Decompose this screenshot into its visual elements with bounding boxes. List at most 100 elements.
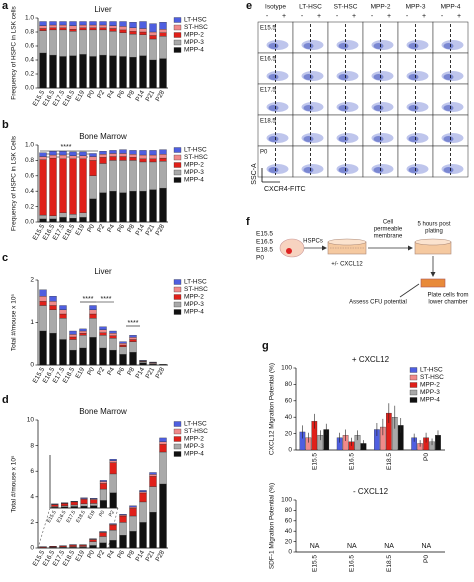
age-label: E18.5: [256, 247, 273, 254]
x-tick-label: P4: [106, 549, 116, 560]
bar-segment: [109, 529, 117, 541]
flow-density: [406, 133, 429, 143]
legend-label: LT-HSC: [184, 17, 207, 24]
bar-segment: [99, 27, 107, 31]
y-tick-label: 2: [30, 277, 34, 284]
bar-segment: [49, 332, 57, 366]
flow-cell: [292, 145, 329, 178]
flow-density: [443, 43, 454, 49]
bar-segment: [139, 28, 147, 33]
x-tick-label: P8: [126, 366, 136, 377]
bar-segment: [69, 217, 77, 223]
bar-segment: [69, 25, 77, 30]
sign: +: [317, 13, 321, 20]
bar-segment: [39, 156, 47, 160]
bar-segment: [149, 150, 157, 156]
bar-segment: [149, 161, 157, 190]
bar-segment: [159, 437, 167, 442]
bar-segment: [89, 541, 97, 546]
legend-label: MPP-2: [420, 382, 440, 389]
x-tick-label: E19: [74, 366, 86, 380]
step-label: +/- CXCL12: [331, 262, 363, 268]
panel-letter: d: [2, 394, 9, 406]
bar-segment: [99, 157, 107, 164]
bar-segment: [90, 505, 98, 509]
legend-label: MPP-3: [184, 169, 204, 176]
bar-segment: [109, 28, 117, 32]
transwell-top: [414, 238, 452, 246]
sign: +: [457, 13, 461, 20]
x-tick-label: P21: [144, 366, 156, 380]
bar-segment: [69, 151, 77, 156]
row-label: E17.5: [260, 88, 276, 94]
bar-segment: [109, 332, 117, 336]
bar-segment: [89, 545, 97, 549]
bar-segment: [159, 36, 167, 59]
bar-segment: [99, 192, 107, 223]
bar-segment: [49, 215, 57, 220]
bar-segment: [89, 24, 97, 28]
panel-letter: c: [2, 252, 8, 264]
legend-swatch: [173, 17, 182, 23]
bar-segment: [139, 161, 147, 192]
step-label: membrane: [374, 234, 403, 240]
bar-segment: [109, 160, 117, 192]
bar-segment: [119, 514, 127, 516]
bar-segment: [59, 313, 67, 319]
bar-segment: [129, 57, 137, 89]
column-label: Isotype: [265, 4, 286, 11]
bar-segment: [89, 27, 97, 31]
bar-segment: [99, 151, 107, 155]
y-tick-label: 0.8: [25, 157, 34, 164]
bar-segment: [109, 492, 117, 509]
legend-swatch: [409, 389, 418, 396]
bar-segment: [149, 158, 157, 163]
bar-segment: [89, 198, 97, 223]
bar-segment: [109, 153, 117, 157]
bar-segment: [89, 313, 97, 319]
x-tick-label: P14: [134, 89, 146, 103]
arrow-head: [322, 245, 327, 251]
legend-swatch: [409, 374, 418, 381]
legend-swatch: [173, 279, 182, 285]
flow-density: [338, 167, 349, 173]
flow-density: [301, 133, 324, 143]
flow-density: [301, 71, 324, 81]
y-axis-label: SDF-1 Migration Potential (%): [269, 483, 276, 569]
bar-segment: [99, 163, 107, 193]
legend-swatch: [173, 162, 182, 168]
bar-segment: [139, 191, 147, 223]
sign: +: [282, 13, 286, 20]
y-tick-label: 0: [30, 362, 34, 369]
y-axis-label: Frequency of HSPC in LSK Cells: [11, 135, 18, 231]
bar-segment: [39, 159, 47, 216]
bar-segment: [159, 22, 167, 30]
bar-segment: [139, 492, 147, 503]
flow-density: [406, 71, 429, 81]
flow-cell: [397, 145, 434, 178]
bar-segment: [79, 335, 87, 349]
bar-segment: [79, 29, 87, 55]
bar-segment: [119, 344, 127, 347]
bar-segment: [61, 503, 69, 506]
x-tick-label: P2: [108, 509, 116, 517]
sign: +: [387, 13, 391, 20]
legend-label: MPP-4: [184, 177, 204, 184]
legend-label: ST-HSC: [420, 374, 444, 381]
bar-segment: [109, 462, 117, 475]
bar-segment: [129, 157, 137, 161]
bar-segment: [79, 155, 87, 160]
x-tick-label: E18.5: [75, 509, 87, 524]
bar-segment: [139, 150, 147, 156]
arrow-head: [408, 245, 413, 251]
flow-cell: [257, 21, 294, 54]
bar-segment: [119, 156, 127, 161]
step-label: lower chamber: [428, 300, 467, 306]
flow-density: [408, 105, 419, 111]
legend-swatch: [173, 294, 182, 300]
y-tick-label: 0.0: [25, 219, 34, 226]
bar-segment: [59, 29, 67, 57]
chart-title: Liver: [94, 267, 112, 276]
bar-segment: [99, 21, 107, 26]
flow-density: [406, 40, 429, 50]
